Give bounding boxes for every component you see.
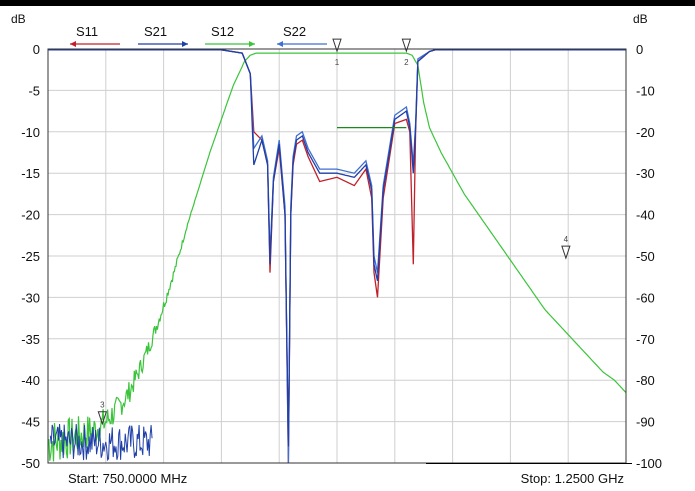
left-tick-label: -30 (21, 290, 40, 305)
legend-arrowhead (277, 41, 283, 47)
legend-s22: S22 (283, 24, 306, 39)
marker-3-icon (97, 411, 108, 426)
right-tick-label: -50 (636, 249, 655, 264)
s12-trace (47, 52, 627, 462)
left-tick-label: -20 (21, 208, 40, 223)
left-tick-label: -50 (21, 456, 40, 471)
legend-arrowhead (182, 41, 188, 47)
right-tick-label: -60 (636, 290, 655, 305)
legend-s21: S21 (144, 24, 167, 39)
left-axis-unit: dB (11, 12, 26, 26)
left-tick-label: -25 (21, 249, 40, 264)
legend: S11 S21 S12 S22 (70, 24, 327, 47)
right-tick-label: -100 (636, 456, 662, 471)
legend-arrowhead (249, 41, 255, 47)
right-tick-label: -20 (636, 125, 655, 140)
marker-2-icon (401, 38, 412, 53)
right-axis-unit: dB (633, 12, 648, 26)
right-tick-label: -90 (636, 415, 655, 430)
s22-trace (48, 49, 626, 464)
marker-2-label: 2 (404, 58, 409, 67)
left-tick-label: -5 (28, 83, 40, 98)
marker-4-label: 4 (564, 235, 569, 244)
tick-labels: 0 -5 -10 -15 -20 -25 -30 -35 -40 -45 -50 0 -10 -20 -30… (21, 42, 662, 471)
marker-1-icon (332, 38, 342, 53)
marker-4-icon (561, 245, 571, 260)
stop-underline (426, 463, 632, 464)
right-tick-label: -80 (636, 373, 655, 388)
legend-arrowhead (70, 41, 76, 47)
markers: 1 2 3 4 (97, 38, 571, 426)
stop-frequency-label: Stop: 1.2500 GHz (521, 471, 624, 486)
legend-s12: S12 (211, 24, 234, 39)
s21-trace (48, 49, 626, 447)
left-tick-label: 0 (33, 42, 40, 57)
grid (48, 49, 626, 463)
start-frequency-label: Start: 750.0000 MHz (68, 471, 187, 486)
right-tick-label: -70 (636, 332, 655, 347)
legend-s11: S11 (76, 24, 98, 39)
traces (47, 49, 627, 464)
left-tick-label: -10 (21, 125, 40, 140)
marker-3-label: 3 (100, 401, 105, 410)
top-bar (0, 0, 695, 6)
right-tick-label: -40 (636, 208, 655, 223)
left-tick-label: -45 (21, 415, 40, 430)
right-tick-label: -10 (636, 83, 655, 98)
left-tick-label: -35 (21, 332, 40, 347)
right-tick-label: -30 (636, 166, 655, 181)
s21-noise-trace (49, 423, 153, 462)
plot-frame (47, 48, 627, 464)
marker-1-label: 1 (335, 58, 340, 67)
left-tick-label: -40 (21, 373, 40, 388)
right-tick-label: 0 (636, 42, 643, 57)
left-tick-label: -15 (21, 166, 40, 181)
